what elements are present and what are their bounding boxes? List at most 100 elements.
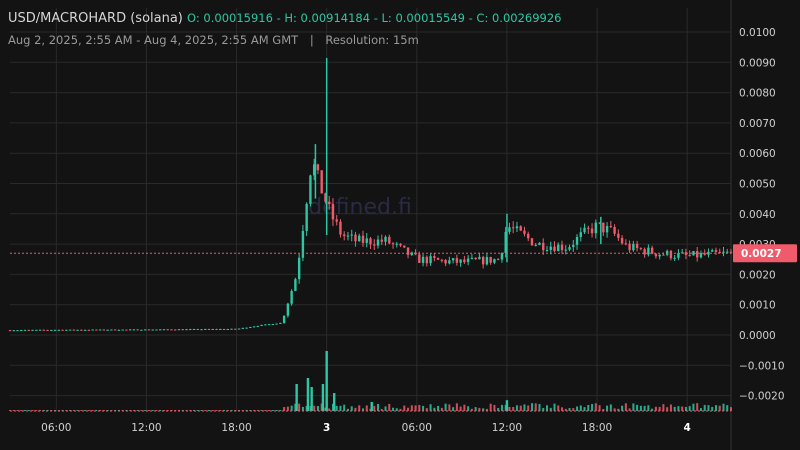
candle-body (245, 327, 248, 329)
volume-bar (339, 405, 342, 411)
candle-body (692, 251, 695, 256)
candle-body (256, 325, 260, 327)
volume-bar (95, 410, 98, 411)
candle-body (406, 247, 410, 255)
candle-body (31, 329, 34, 331)
volume-bar (35, 410, 38, 411)
volume-bar (730, 407, 732, 411)
volume-bar (72, 410, 75, 411)
candle-body (440, 259, 444, 261)
candle-body (527, 233, 530, 239)
volume-bar (440, 407, 443, 411)
candle-body (237, 328, 241, 330)
candle-body (147, 329, 151, 331)
volume-bar (196, 410, 199, 411)
volume-bar (410, 405, 413, 411)
volume-bar (598, 405, 601, 411)
candle-body (504, 231, 507, 253)
candle-body (549, 246, 552, 251)
candle-body (459, 259, 462, 263)
candle-body (647, 247, 650, 255)
candle-body (564, 249, 567, 251)
volume-spike-bar (505, 400, 509, 411)
volume-bar (365, 405, 368, 411)
candle-body (395, 243, 398, 245)
volume-bar (662, 404, 665, 411)
candle-body (436, 257, 440, 260)
candle-body (613, 226, 616, 234)
volume-bar (279, 410, 282, 411)
y-tick-label: 0.0080 (739, 88, 776, 100)
candle-body (511, 227, 515, 229)
volume-bar (380, 408, 383, 411)
volume-bar (696, 403, 699, 411)
volume-bar (508, 406, 511, 411)
volume-bar (16, 410, 19, 411)
candle-body (688, 254, 691, 256)
volume-bar (12, 410, 15, 411)
volume-bar (504, 404, 507, 411)
volume-spike-bar (295, 384, 298, 411)
volume-bar (395, 408, 398, 411)
candle-body (609, 226, 613, 228)
candle-body (189, 329, 192, 331)
volume-bar (343, 404, 346, 411)
volume-bar (275, 410, 278, 411)
volume-bar (208, 410, 211, 411)
y-tick-label: 0.0070 (739, 118, 776, 130)
volume-bar (219, 410, 222, 411)
volume-bar (519, 405, 522, 411)
candle-body (185, 329, 188, 331)
candle-body (20, 330, 23, 332)
volume-bar (591, 404, 594, 411)
candle-body (624, 243, 628, 245)
volume-bar (223, 410, 226, 411)
candle-body (252, 326, 256, 328)
candle-body (711, 250, 714, 252)
candle-body (110, 329, 113, 331)
candle-body (669, 250, 673, 259)
candle-body (572, 244, 575, 248)
volume-bar (542, 407, 545, 411)
volume-bar (418, 404, 421, 411)
volume-bar (688, 406, 691, 411)
volume-bar (489, 403, 492, 411)
volume-bar (373, 405, 376, 411)
candle-body (485, 256, 489, 265)
volume-bar (452, 407, 455, 411)
volume-bar (538, 403, 541, 411)
volume-bar (422, 405, 425, 411)
volume-bar (87, 410, 90, 411)
y-tick-label: −0.0010 (739, 360, 785, 372)
candle-body (132, 329, 136, 331)
volume-bar (677, 406, 680, 411)
volume-bar (549, 407, 552, 411)
candle-body (72, 329, 76, 331)
candle-body (654, 253, 658, 257)
candle-body (707, 251, 710, 255)
volume-bar (140, 410, 143, 411)
candle-body (65, 329, 68, 331)
y-tick-label: 0.0020 (739, 269, 776, 281)
volume-bar (482, 408, 485, 411)
candle-body (207, 328, 211, 330)
candle-body (294, 279, 297, 291)
x-tick-label: 18:00 (582, 422, 612, 434)
volume-bar (643, 405, 646, 411)
volume-bar (264, 410, 267, 411)
candle-body (98, 329, 102, 331)
candle-body (128, 329, 132, 331)
candle-body (350, 234, 353, 236)
volume-bar (335, 405, 338, 411)
candle-body (463, 259, 466, 263)
candle-body (136, 329, 139, 331)
candle-body (140, 329, 143, 331)
candle-body (121, 329, 124, 331)
candle-body (324, 193, 327, 202)
candle-body (410, 252, 414, 255)
candle-body (545, 250, 549, 252)
candle-body (312, 164, 316, 176)
candle-body (80, 329, 83, 331)
volume-bar (478, 407, 481, 411)
